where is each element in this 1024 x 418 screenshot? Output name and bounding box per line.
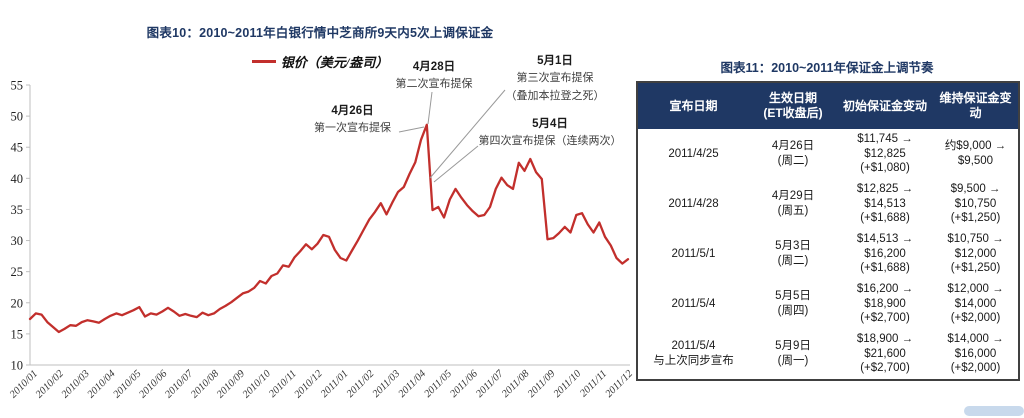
- legend-label: 银价（美元/盎司）: [280, 55, 389, 70]
- svg-text:2010/03: 2010/03: [60, 368, 92, 400]
- legend-line-swatch: [251, 60, 276, 63]
- svg-text:45: 45: [11, 141, 24, 155]
- table-cell: $12,825 → $14,513 (+$1,688): [856, 182, 914, 225]
- annotation-date: 5月1日: [537, 55, 573, 67]
- table-cell: 2011/5/4: [671, 297, 716, 310]
- chart-title: 图表10：2010~2011年白银行情中芝商所9天内5次上调保证金: [146, 26, 494, 40]
- svg-text:20: 20: [11, 296, 24, 310]
- table-title: 图表11：2010~2011年保证金上调节奏: [720, 61, 934, 75]
- leader-line-fourth: [433, 145, 479, 183]
- leader-line-third: [429, 89, 506, 179]
- svg-text:2011/07: 2011/07: [474, 368, 506, 400]
- margin-table-section: 图表11：2010~2011年保证金上调节奏 宣布日期 生效日期 (ET收盘后)…: [636, 57, 1020, 381]
- header-announce-date: 宣布日期: [637, 82, 749, 129]
- table-cell: 2011/4/28: [668, 197, 719, 210]
- table-cell: $9,500 → $10,750 (+$1,250): [950, 182, 1001, 225]
- svg-text:2010/12: 2010/12: [293, 368, 326, 401]
- svg-text:30: 30: [11, 234, 24, 248]
- svg-text:2011/12: 2011/12: [604, 368, 636, 400]
- table-cell: 2011/5/4 与上次同步宣布: [653, 340, 734, 367]
- table-row: 2011/4/28 4月29日 (周五) $12,825 → $14,513 (…: [637, 179, 1019, 229]
- annotation-date: 5月4日: [532, 118, 568, 130]
- table-cell: 5月5日 (周四): [775, 290, 811, 317]
- table-cell: 4月26日 (周二): [771, 140, 815, 167]
- svg-text:2010/05: 2010/05: [111, 368, 143, 400]
- table-header-row: 宣布日期 生效日期 (ET收盘后) 初始保证金变动 维持保证金变动: [637, 82, 1019, 129]
- margin-schedule-table: 宣布日期 生效日期 (ET收盘后) 初始保证金变动 维持保证金变动 2011/4…: [636, 81, 1020, 381]
- svg-text:2011/09: 2011/09: [526, 368, 558, 400]
- svg-text:2011/08: 2011/08: [500, 368, 532, 400]
- table-cell: 5月9日 (周一): [775, 340, 811, 367]
- svg-text:35: 35: [11, 203, 24, 217]
- svg-text:15: 15: [11, 327, 24, 341]
- table-row: 2011/5/1 5月3日 (周二) $14,513 → $16,200 (+$…: [637, 229, 1019, 279]
- leader-line-second: [427, 91, 433, 125]
- leader-line-first: [398, 126, 425, 133]
- annotation-date: 4月26日: [331, 105, 374, 117]
- svg-text:2011/05: 2011/05: [422, 368, 454, 400]
- svg-text:2011/04: 2011/04: [397, 368, 429, 400]
- svg-text:2010/10: 2010/10: [241, 368, 274, 401]
- annotation-date: 4月28日: [412, 61, 456, 73]
- svg-text:2011/11: 2011/11: [578, 368, 609, 399]
- table-cell: $12,000 → $14,000 (+$2,000): [947, 282, 1004, 325]
- table-cell: $11,745 → $12,825 (+$1,080): [857, 132, 913, 175]
- svg-text:2011/02: 2011/02: [345, 368, 377, 400]
- annotation-text: 第二次宣布提保: [395, 78, 473, 91]
- annotation-text: 第三次宣布提保 （叠加本拉登之死）: [505, 72, 605, 102]
- table-cell: 约$9,000 → $9,500: [944, 140, 1007, 167]
- annotation-text: 第四次宣布提保（连续两次）: [478, 135, 622, 148]
- table-row: 2011/5/4 5月5日 (周四) $16,200 → $18,900 (+$…: [637, 279, 1019, 329]
- table-cell: $16,200 → $18,900 (+$2,700): [856, 282, 914, 325]
- svg-text:25: 25: [11, 265, 24, 279]
- table-cell: $10,750 → $12,000 (+$1,250): [947, 232, 1004, 275]
- price-series-line: [28, 123, 630, 334]
- annotation-third-hike: 5月1日 第三次宣布提保 （叠加本拉登之死）: [494, 52, 616, 106]
- table-cell: $14,513 → $16,200 (+$1,688): [856, 232, 914, 275]
- table-cell: 2011/4/25: [668, 147, 719, 160]
- table-row: 2011/5/4 与上次同步宣布 5月9日 (周一) $18,900 → $21…: [637, 329, 1019, 380]
- svg-text:2011/03: 2011/03: [371, 368, 403, 400]
- header-maintenance-margin: 维持保证金变动: [933, 82, 1019, 129]
- annotation-first-hike: 4月26日 第一次宣布提保: [300, 102, 405, 138]
- table-row: 2011/4/25 4月26日 (周二) $11,745 → $12,825 (…: [637, 129, 1019, 179]
- svg-text:2011/06: 2011/06: [448, 368, 480, 400]
- table-cell: $14,000 → $16,000 (+$2,000): [947, 332, 1004, 375]
- annotation-text: 第一次宣布提保: [314, 122, 391, 135]
- svg-text:2011/10: 2011/10: [552, 368, 584, 400]
- silver-price-line-chart: 10 15 20 25 30 35 40 45 50 55 2010/012010/022010/…: [8, 79, 636, 401]
- table-cell: 4月29日 (周五): [771, 190, 815, 217]
- annotation-second-hike: 4月28日 第二次宣布提保: [378, 58, 490, 94]
- svg-text:2011/01: 2011/01: [319, 368, 351, 400]
- chart-legend: 银价（美元/盎司）: [0, 52, 640, 71]
- y-axis-labels: 10 15 20 25 30 35 40 45 50 55: [11, 79, 24, 373]
- x-axis-labels: 2010/012010/022010/032010/042010/052010/…: [8, 368, 636, 401]
- svg-text:2010/01: 2010/01: [8, 368, 40, 400]
- table-cell: 2011/5/1: [671, 247, 716, 260]
- horizontal-scrollbar-fragment[interactable]: [964, 406, 1024, 416]
- table-cell: 5月3日 (周二): [775, 240, 811, 267]
- annotation-fourth-hike: 5月4日 第四次宣布提保（连续两次）: [470, 115, 630, 151]
- table-cell: $18,900 → $21,600 (+$2,700): [856, 332, 914, 375]
- svg-text:55: 55: [11, 79, 24, 93]
- header-effective-date: 生效日期 (ET收盘后): [749, 82, 837, 129]
- header-initial-margin: 初始保证金变动: [837, 82, 933, 129]
- svg-text:40: 40: [11, 172, 24, 186]
- svg-text:50: 50: [11, 110, 24, 124]
- annotation-leader-lines: [398, 89, 506, 183]
- svg-text:10: 10: [11, 359, 24, 373]
